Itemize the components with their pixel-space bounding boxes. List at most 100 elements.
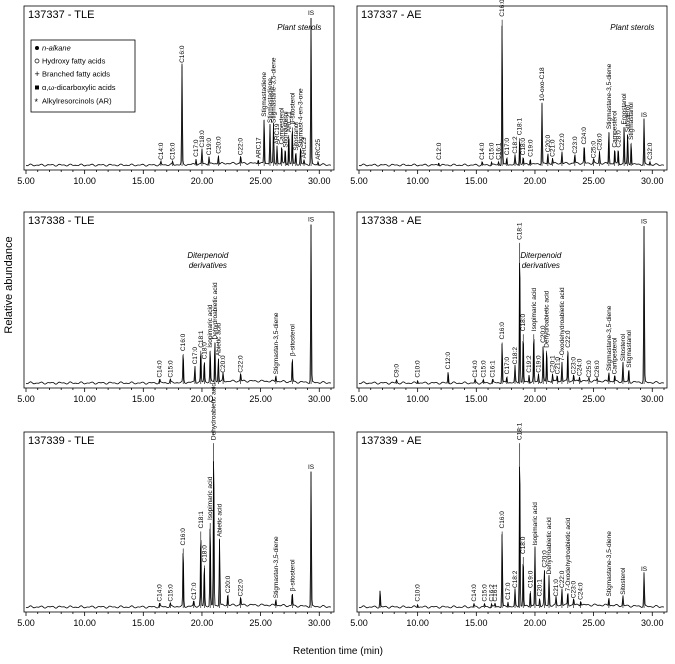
peak-label: IS [308, 464, 315, 471]
panel-title: 137339 - TLE [28, 435, 94, 447]
peak-label: β-sitosterol [289, 324, 296, 356]
panel-annotation: Diterpenoid derivatives [520, 251, 561, 270]
peak-label: C15:0 [489, 142, 496, 160]
chromatogram-trace [25, 224, 331, 385]
peak-label: C18:0 [199, 130, 206, 148]
x-tick-label: 15.00 [465, 394, 488, 404]
peak-label: Stigmast-4-en-3-one [298, 88, 305, 148]
chromatogram-trace [358, 25, 664, 167]
peak-label: Stigmastane-3,5-diene [606, 305, 613, 371]
peak-label: C22:0 [238, 138, 245, 156]
panel-frame [23, 211, 335, 389]
peak-label: C18:2 [512, 570, 519, 588]
peak-label: C23:0 [571, 580, 578, 598]
peak-label: Campesterol [279, 107, 286, 144]
peak-label: C16:0 [180, 528, 187, 546]
x-tick-label: 25.00 [249, 394, 272, 404]
x-tick-label: 5.00 [17, 394, 35, 404]
x-tick-label: 30.00 [641, 394, 664, 404]
x-tick-label: 25.00 [582, 394, 605, 404]
x-tick-label: 15.00 [465, 618, 488, 628]
x-tick-label: 5.00 [350, 618, 368, 628]
peak-label: C16:0 [499, 322, 506, 340]
peak-label: C17:0 [192, 347, 199, 365]
x-tick-label: 25.00 [582, 176, 605, 186]
peak-label: C16:1 [492, 584, 499, 602]
chromatogram-panel: 137338 - TLE Diterpenoid derivatives 5.00 10… [17, 211, 335, 404]
legend-item-dicarboxylic: α,ω-dicarboxylic acids [35, 83, 116, 92]
peak-label: C17:0 [504, 138, 511, 156]
peak-label: ARC19 [274, 123, 281, 144]
peak-label: C19:0 [535, 355, 542, 373]
peak-label: C20:0 [540, 325, 547, 343]
peak-label: C26:0 [596, 133, 603, 151]
peak-label: C18:1 [517, 222, 524, 240]
x-axis: 5.00 10.00 15.00 20.00 25.00 30.00 [350, 612, 665, 628]
peak-label: Sitosterol [620, 333, 627, 361]
peak-label: C12:0 [445, 352, 452, 370]
x-tick-label: 20.00 [524, 176, 547, 186]
peak-label: C14:0 [479, 142, 486, 160]
peak-label: C22:0 [238, 579, 245, 597]
peak-label: C20:1 [537, 579, 544, 597]
chromatogram-panel: 137339 - TLE 5.00 10.00 15.00 20.00 25.00 30.0… [17, 383, 335, 628]
panel-title: 137338 - AE [361, 215, 422, 227]
peak-label: IS [641, 218, 648, 225]
peak-label: C17:0 [191, 582, 198, 600]
peak-label: C22:0 [565, 330, 572, 348]
panel-frame [23, 5, 335, 171]
peak-label: C20:0 [225, 575, 232, 593]
legend-label: Branched fatty acids [42, 70, 110, 79]
peak-label: Abietic acid [217, 503, 224, 537]
peak-label: 10-oxo-C18 [539, 67, 546, 101]
x-tick-label: 10.00 [73, 394, 96, 404]
peak-label: Isopimaric acid [532, 502, 539, 546]
peak-label: C14:0 [157, 584, 164, 602]
peak-label: C19:0 [527, 139, 534, 157]
peak-label: C25:0 [591, 141, 598, 159]
peak-label: β-sitosterol [289, 559, 296, 591]
peak-label: Stigmastanol [626, 330, 633, 368]
panel-title: 137337 - AE [361, 9, 422, 21]
x-tick-label: 10.00 [73, 618, 96, 628]
peak-label: C23:0 [571, 357, 578, 375]
peak-label: C17:0 [504, 357, 511, 375]
peak-label: C28:0 [615, 130, 622, 148]
legend-label: Hydroxy fatty acids [42, 57, 106, 66]
open-circle-icon [34, 58, 40, 64]
peak-label: ARC25 [315, 139, 322, 160]
x-tick-label: 15.00 [132, 394, 155, 404]
legend-item-n-alkane: n-alkane [35, 44, 71, 53]
x-tick-label: 5.00 [17, 176, 35, 186]
peak-label: C15:0 [480, 360, 487, 378]
peak-label: C18:1 [198, 330, 205, 348]
peak-label: C16:0 [180, 333, 187, 351]
peak-label: C20:0 [220, 355, 227, 373]
x-tick-label: 15.00 [465, 176, 488, 186]
x-tick-label: 30.00 [641, 176, 664, 186]
peak-label: C19:2 [526, 355, 533, 373]
peak-label: C17:0 [193, 139, 200, 157]
legend-label: n-alkane [42, 44, 71, 53]
peak-label: C20:0 [541, 550, 548, 568]
x-tick-label: 10.00 [73, 176, 96, 186]
peak-label: Stigmasterol [282, 111, 289, 148]
peak-label: ARC21 [286, 111, 293, 132]
peak-label: C9:0 [394, 364, 401, 378]
peak-label: Dehydroabietic acid [212, 282, 219, 339]
panel-frame [356, 211, 668, 389]
peak-label: C18:1 [198, 511, 205, 529]
chromatogram-trace [25, 17, 331, 167]
filled-square-icon [35, 85, 39, 90]
x-axis: 5.00 10.00 15.00 20.00 25.00 30.00 [17, 170, 332, 186]
x-axis: 5.00 10.00 15.00 20.00 25.00 30.00 [350, 170, 665, 186]
peak-label: C16:0 [179, 45, 186, 63]
panel-annotation: Diterpenoid derivatives [187, 251, 228, 270]
peak-label: Stigmastane-3,5-diene [271, 57, 278, 123]
peak-label: C24:0 [577, 358, 584, 376]
peak-label: Ergostanol [621, 93, 628, 125]
peak-label: C24:0 [578, 582, 585, 600]
peak-label: ARC17 [255, 137, 262, 158]
asterisk-icon: * [35, 97, 39, 107]
peak-label: C18:0 [520, 313, 527, 331]
